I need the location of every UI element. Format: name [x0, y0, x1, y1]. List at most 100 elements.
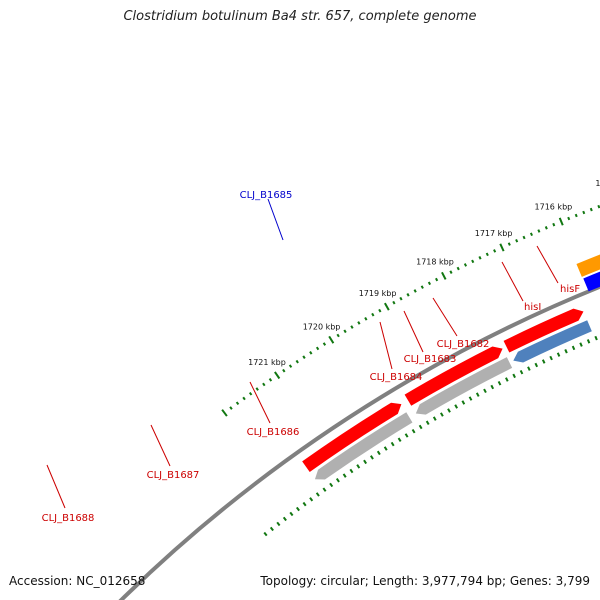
outer-tick [255, 387, 259, 391]
gene-label: hisI [524, 302, 541, 313]
gene-label: CLJ_B1687 [147, 470, 200, 481]
tick-label: 1716 kbp [535, 203, 573, 212]
inner-tick [295, 506, 300, 512]
inner-tick [483, 388, 487, 394]
inner-tick [363, 459, 368, 465]
inner-tick [263, 531, 268, 537]
inner-tick [432, 416, 437, 421]
inner-tick [594, 335, 598, 341]
outer-tick [350, 325, 354, 329]
outer-tick [574, 213, 578, 218]
inner-tick [571, 345, 576, 351]
outer-tick [392, 300, 396, 305]
outer-tick [248, 391, 253, 396]
inner-tick [383, 446, 388, 451]
outer-tick [552, 222, 556, 227]
outer-tick [456, 266, 460, 271]
inner-tick [282, 516, 287, 522]
outer-tick [302, 355, 306, 360]
outer-tick [478, 256, 482, 260]
label-leader-line [536, 245, 559, 284]
inner-tick [475, 392, 480, 397]
outer-tick [268, 377, 273, 382]
outer-tick [413, 289, 417, 293]
tick-label: 1718 kbp [416, 258, 454, 267]
inner-tick [512, 373, 516, 379]
inner-tick [549, 355, 553, 361]
inner-tick [454, 404, 459, 409]
label-leader-line [150, 424, 171, 467]
tick-label: 1715 kbp [595, 179, 600, 188]
outer-tick [544, 226, 548, 230]
tick-label: 1720 kbp [303, 322, 341, 331]
outer-tick [384, 302, 390, 311]
inner-tick [425, 420, 430, 426]
tick-label: 1719 kbp [359, 289, 397, 298]
orange-feature [576, 254, 600, 277]
outer-tick [288, 364, 293, 368]
label-leader-line [379, 321, 393, 370]
forward-cds-1 [302, 402, 402, 472]
blue-feature [583, 271, 600, 292]
outer-tick [420, 285, 424, 289]
label-leader-line [501, 261, 524, 302]
inner-tick [397, 437, 402, 442]
inner-tick [564, 349, 568, 354]
inner-tick [440, 412, 444, 417]
gene-feature-gray-2 [415, 357, 513, 415]
outer-tick [427, 281, 432, 286]
feature-tracks [118, 254, 600, 600]
label-leader-line [46, 464, 66, 509]
inner-tick [276, 521, 281, 527]
outer-tick [221, 409, 228, 417]
tick-marks [221, 204, 600, 537]
inner-tick [541, 359, 546, 364]
outer-tick [507, 242, 511, 246]
outer-tick [582, 210, 586, 215]
outer-tick [449, 270, 453, 274]
gene-labels: 1712 kbp1713 kbp1714 kbp1715 kbp1716 kbp… [42, 179, 600, 524]
inner-tick [468, 396, 473, 401]
gene-feature-gray-1 [314, 412, 413, 480]
inner-tick [356, 464, 361, 469]
outer-tick [309, 350, 313, 355]
outer-tick [328, 335, 335, 344]
inner-tick [322, 487, 327, 492]
tick-label: 1717 kbp [475, 229, 513, 238]
outer-tick [435, 277, 439, 282]
label-leader-line [249, 381, 271, 424]
inner-tick [418, 424, 423, 430]
outer-tick [522, 235, 526, 240]
outer-tick [485, 252, 489, 257]
outer-tick [597, 204, 600, 209]
outer-tick [242, 396, 246, 401]
gene-label: CLJ_B1688 [42, 513, 95, 524]
genome-backbone [118, 284, 600, 600]
inner-tick [497, 381, 502, 386]
outer-tick [471, 259, 475, 264]
gene-label: CLJ_B1685 [240, 190, 293, 201]
outer-tick [441, 271, 447, 280]
inner-tick [579, 342, 583, 347]
outer-tick [378, 308, 382, 313]
gene-label: CLJ_B1684 [370, 372, 423, 383]
outer-tick [295, 359, 299, 364]
inner-tick [411, 428, 416, 434]
inner-tick [289, 511, 294, 517]
outer-tick [499, 243, 505, 252]
outer-tick [322, 342, 327, 346]
outer-tick [282, 368, 286, 373]
topology-text: Topology: circular; Length: 3,977,794 bp… [260, 574, 590, 588]
inner-tick [390, 441, 395, 447]
outer-tick [558, 217, 564, 226]
outer-tick [463, 263, 468, 267]
gene-label: hisF [560, 284, 580, 295]
outer-tick [537, 229, 541, 233]
inner-tick [534, 362, 539, 368]
inner-tick [527, 366, 531, 371]
inner-tick [519, 369, 524, 375]
outer-tick [399, 296, 403, 301]
label-leader-line [403, 310, 424, 353]
